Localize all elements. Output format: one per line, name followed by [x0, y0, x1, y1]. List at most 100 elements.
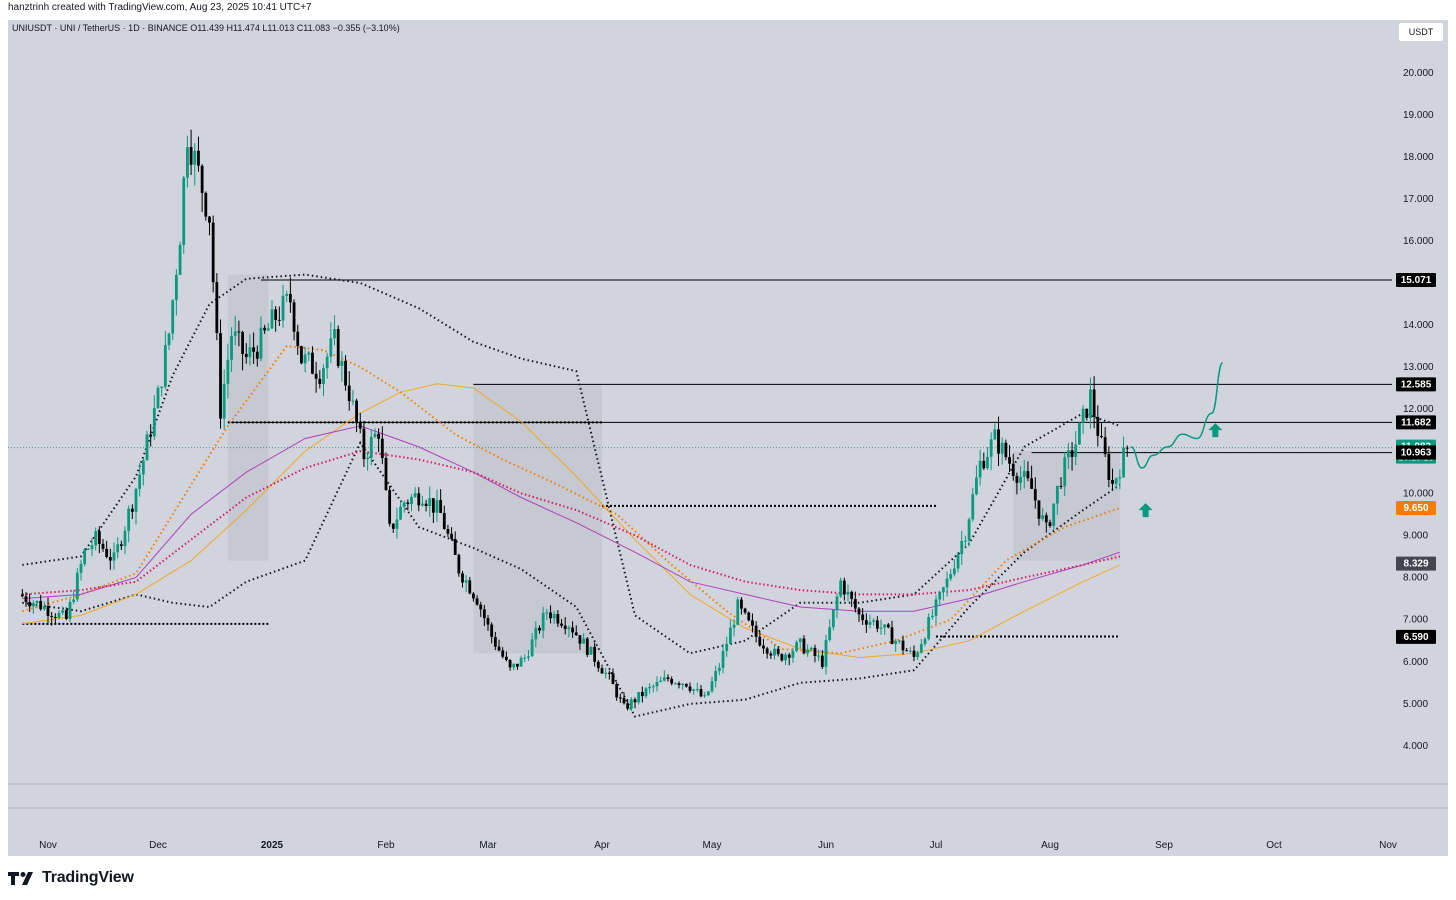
candle-body[interactable] — [905, 650, 909, 652]
candle-body[interactable] — [773, 648, 776, 656]
candle-body[interactable] — [145, 434, 149, 461]
candle-body[interactable] — [1100, 435, 1103, 438]
candle-body[interactable] — [24, 596, 28, 603]
candle-body[interactable] — [351, 400, 355, 402]
candle-body[interactable] — [83, 549, 87, 564]
candle-body[interactable] — [857, 608, 861, 615]
candle-body[interactable] — [200, 165, 204, 193]
candle-body[interactable] — [519, 657, 523, 667]
candle-body[interactable] — [784, 654, 787, 661]
candle-body[interactable] — [72, 599, 76, 602]
candle-body[interactable] — [725, 643, 729, 651]
candle-body[interactable] — [886, 624, 890, 628]
candle-body[interactable] — [934, 599, 938, 616]
candle-body[interactable] — [112, 552, 116, 561]
candle-body[interactable] — [482, 609, 486, 619]
candle-body[interactable] — [101, 543, 105, 549]
candle-body[interactable] — [1096, 416, 1100, 436]
candle-body[interactable] — [1004, 442, 1008, 458]
candle-body[interactable] — [549, 612, 552, 619]
candle-body[interactable] — [780, 654, 784, 661]
candle-body[interactable] — [1122, 447, 1125, 478]
candle-body[interactable] — [380, 438, 384, 459]
price-label-12.585[interactable]: 12.585 — [1396, 377, 1436, 392]
candle-body[interactable] — [171, 300, 175, 334]
candle-body[interactable] — [651, 686, 655, 688]
price-label-11.682[interactable]: 11.682 — [1396, 415, 1436, 430]
candle-body[interactable] — [417, 493, 421, 506]
candle-body[interactable] — [835, 596, 839, 610]
candle-body[interactable] — [908, 650, 912, 652]
candle-body[interactable] — [292, 302, 296, 332]
candle-body[interactable] — [446, 528, 450, 534]
candle-body[interactable] — [717, 667, 721, 671]
candle-body[interactable] — [149, 434, 153, 437]
candle-body[interactable] — [798, 638, 802, 643]
candle-body[interactable] — [673, 683, 677, 685]
candle-body[interactable] — [897, 640, 901, 642]
candle-body[interactable] — [322, 368, 325, 384]
candle-body[interactable] — [366, 457, 370, 460]
candle-body[interactable] — [916, 652, 920, 657]
candle-body[interactable] — [762, 645, 765, 649]
candle-body[interactable] — [355, 400, 358, 422]
candle-body[interactable] — [1070, 450, 1074, 457]
candle-body[interactable] — [1041, 515, 1045, 519]
candle-body[interactable] — [692, 689, 696, 691]
candle-body[interactable] — [828, 627, 832, 640]
candle-body[interactable] — [853, 598, 857, 609]
candle-body[interactable] — [167, 333, 171, 346]
candle-body[interactable] — [457, 554, 461, 574]
candle-body[interactable] — [163, 345, 167, 387]
candle-body[interactable] — [138, 474, 142, 489]
candle-body[interactable] — [699, 689, 703, 697]
candle-body[interactable] — [1081, 408, 1085, 423]
candle-body[interactable] — [842, 580, 846, 595]
candle-body[interactable] — [453, 538, 457, 555]
candle-body[interactable] — [174, 274, 178, 301]
candle-body[interactable] — [997, 429, 1000, 454]
candle-body[interactable] — [791, 651, 795, 658]
candle-body[interactable] — [530, 639, 534, 657]
candle-body[interactable] — [219, 333, 222, 419]
candle-body[interactable] — [846, 591, 850, 595]
candle-body[interactable] — [1074, 444, 1078, 457]
candle-body[interactable] — [975, 477, 978, 495]
candle-body[interactable] — [769, 653, 773, 656]
candle-body[interactable] — [347, 385, 351, 402]
candle-body[interactable] — [1037, 500, 1041, 519]
candle-body[interactable] — [486, 618, 490, 625]
candle-body[interactable] — [20, 594, 24, 597]
candle-body[interactable] — [307, 352, 311, 355]
candle-body[interactable] — [666, 677, 670, 679]
price-chart[interactable]: 4.0005.0006.0007.0008.0009.00010.00011.0… — [0, 0, 1456, 860]
candle-body[interactable] — [1092, 389, 1096, 417]
candle-body[interactable] — [274, 309, 278, 320]
candle-body[interactable] — [237, 331, 241, 333]
candle-body[interactable] — [607, 672, 611, 674]
candle-body[interactable] — [736, 599, 740, 625]
candle-body[interactable] — [94, 531, 98, 546]
candle-body[interactable] — [802, 638, 806, 654]
candle-body[interactable] — [941, 587, 945, 592]
candle-body[interactable] — [560, 623, 563, 626]
candle-body[interactable] — [629, 699, 633, 709]
candle-body[interactable] — [377, 433, 381, 439]
arrow-up-icon[interactable] — [1138, 503, 1153, 518]
candle-body[interactable] — [662, 677, 666, 681]
candle-body[interactable] — [695, 689, 699, 691]
candle-body[interactable] — [1066, 450, 1070, 458]
candle-body[interactable] — [108, 556, 112, 561]
price-label-10.963[interactable]: 10.963 — [1396, 445, 1436, 460]
candle-body[interactable] — [123, 530, 127, 547]
candle-body[interactable] — [424, 503, 428, 507]
candle-body[interactable] — [552, 614, 556, 619]
candle-body[interactable] — [413, 493, 417, 497]
candle-body[interactable] — [314, 373, 318, 379]
candle-body[interactable] — [574, 632, 578, 636]
candle-body[interactable] — [582, 638, 586, 644]
candle-body[interactable] — [861, 614, 865, 621]
candle-body[interactable] — [208, 216, 211, 223]
candle-body[interactable] — [993, 429, 997, 440]
candle-body[interactable] — [813, 647, 817, 657]
